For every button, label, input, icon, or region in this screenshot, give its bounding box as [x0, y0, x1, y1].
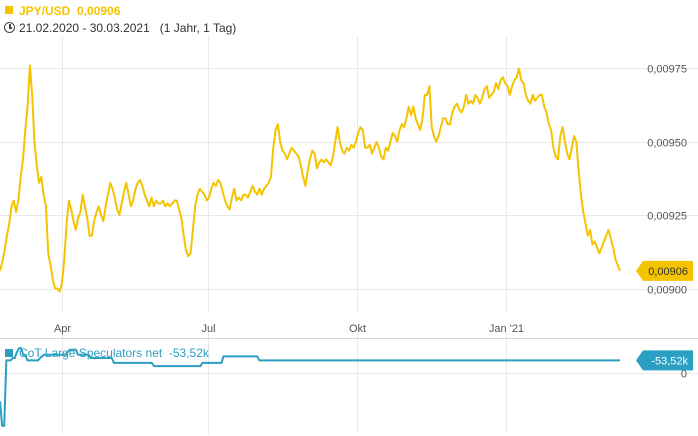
jpy-y-tick-label: 0,00900	[647, 285, 687, 297]
period-label: (1 Jahr, 1 Tag)	[159, 21, 237, 35]
jpy-last-value-label: 0,00906	[648, 266, 688, 278]
date-range: 21.02.2020 - 30.03.2021	[19, 21, 150, 35]
jpy-y-tick-label: 0,00950	[647, 138, 687, 150]
cot-last-value-tag	[636, 350, 693, 371]
sub-legend-value: -53,52k	[168, 346, 209, 360]
date-range-row[interactable]: 21.02.2020 - 30.03.2021 (1 Jahr, 1 Tag)	[4, 21, 236, 35]
cot-series-line	[0, 347, 620, 427]
x-tick-label: Jan '21	[489, 323, 524, 335]
sub-legend-swatch	[5, 349, 13, 357]
sub-legend[interactable]: CoT Large Speculators net -53,52k	[5, 346, 209, 360]
jpy-y-tick-label: 0,00925	[647, 211, 687, 223]
axis-labels: 0,00900 0,00925 0,00950 0,00975 Apr Jul Okt Jan…	[54, 64, 693, 381]
main-legend-swatch	[5, 6, 13, 14]
main-legend[interactable]: JPY/USD 0,00906	[5, 4, 120, 18]
x-tick-label: Apr	[54, 323, 71, 335]
cot-last-value-label: -53,52k	[651, 355, 688, 367]
sub-legend-name: CoT Large Speculators net	[19, 346, 163, 360]
clock-icon	[4, 22, 15, 33]
series-layer	[0, 64, 621, 427]
main-legend-name: JPY/USD	[19, 4, 71, 18]
jpy-series-line	[0, 64, 621, 293]
cot-y-tick-label: 0	[681, 369, 687, 381]
jpy-last-value-tag	[636, 260, 693, 281]
main-legend-value: 0,00906	[77, 4, 121, 18]
x-tick-label: Okt	[349, 323, 366, 335]
jpy-y-tick-label: 0,00975	[647, 64, 687, 76]
grid	[0, 37, 698, 434]
x-tick-label: Jul	[201, 323, 215, 335]
